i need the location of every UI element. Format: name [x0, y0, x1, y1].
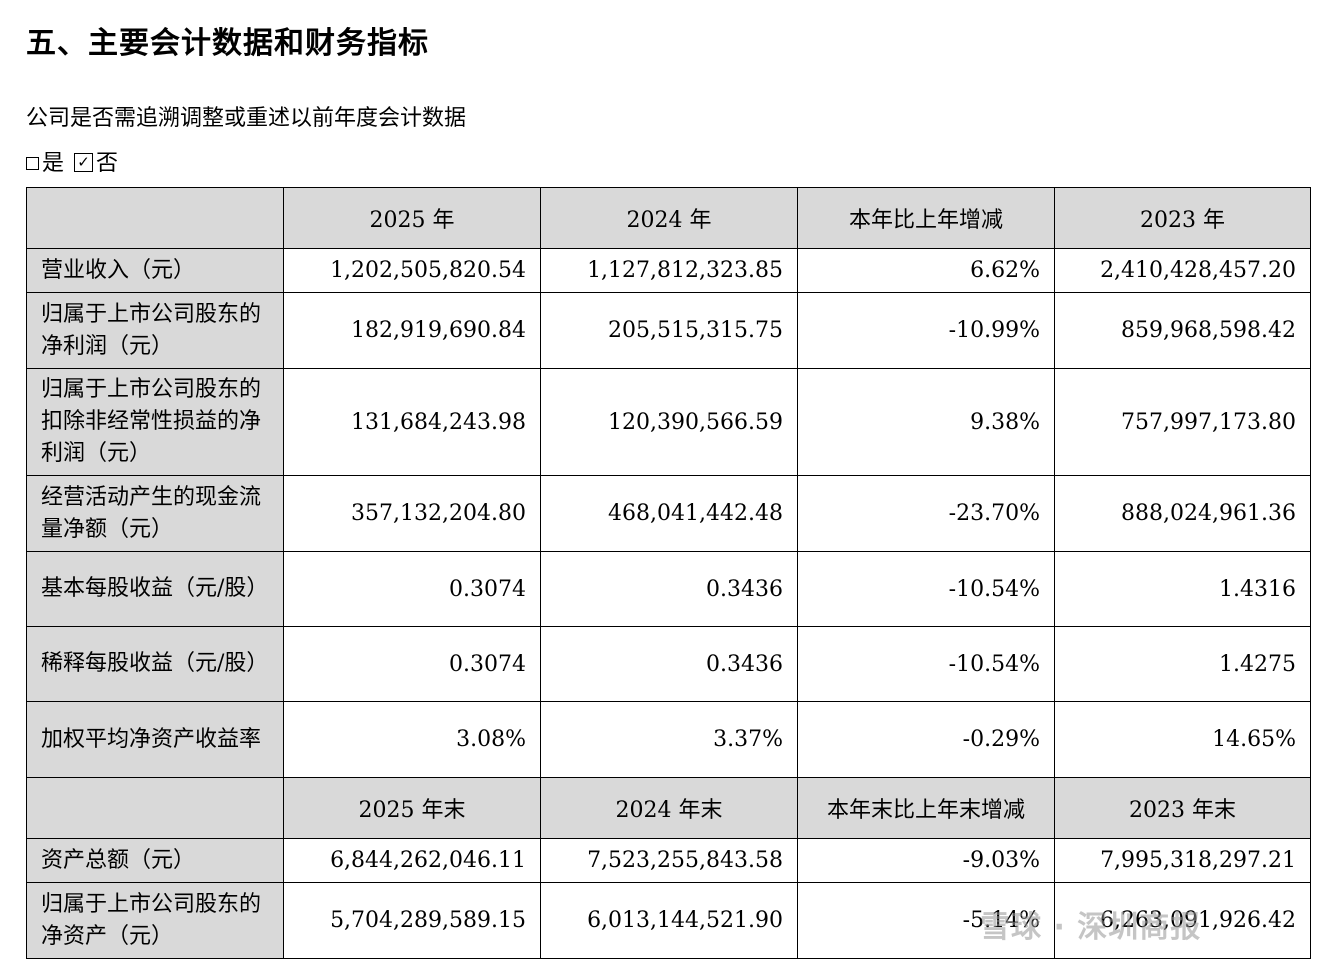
option-no-label: 否 [96, 151, 119, 176]
value-cell: 3.08% [283, 701, 541, 778]
table-row: 加权平均净资产收益率 3.08% 3.37% -0.29% 14.65% [26, 701, 1311, 778]
table-row: 资产总额（元） 6,844,262,046.11 7,523,255,843.5… [26, 838, 1311, 883]
row-label: 稀释每股收益（元/股） [26, 626, 284, 702]
option-yes-label: 是 [42, 151, 65, 176]
row-label: 归属于上市公司股东的净资产（元） [26, 882, 284, 959]
header-cell: 2023 年末 [1054, 777, 1311, 839]
value-cell: 14.65% [1054, 701, 1311, 778]
table-row: 归属于上市公司股东的净资产（元） 5,704,289,589.15 6,013,… [26, 882, 1311, 959]
header-cell: 2025 年末 [283, 777, 541, 839]
row-label: 归属于上市公司股东的净利润（元） [26, 292, 284, 369]
table-header-row: 2025 年 2024 年 本年比上年增减 2023 年 [26, 187, 1311, 249]
value-cell: -10.54% [797, 551, 1055, 627]
value-cell: 859,968,598.42 [1054, 292, 1311, 369]
header-cell: 2024 年 [540, 187, 798, 249]
restatement-choices: 是 ✓ 否 [26, 145, 118, 177]
watermark: 雪球 · 深圳商报 [980, 910, 1202, 945]
value-cell: 0.3074 [283, 551, 541, 627]
header-corner-cell [26, 777, 284, 839]
row-label: 基本每股收益（元/股） [26, 551, 284, 627]
header-cell: 2023 年 [1054, 187, 1311, 249]
header-cell: 2024 年末 [540, 777, 798, 839]
value-cell: 120,390,566.59 [540, 368, 798, 476]
table-row: 归属于上市公司股东的扣除非经常性损益的净利润（元） 131,684,243.98… [26, 368, 1311, 476]
unchecked-box-icon [26, 156, 39, 170]
header-cell: 2025 年 [283, 187, 541, 249]
value-cell: -10.54% [797, 626, 1055, 702]
value-cell: 6,844,262,046.11 [283, 838, 541, 883]
value-cell: 6.62% [797, 248, 1055, 293]
value-cell: 468,041,442.48 [540, 475, 798, 552]
table-row: 营业收入（元） 1,202,505,820.54 1,127,812,323.8… [26, 248, 1311, 293]
row-label: 营业收入（元） [26, 248, 284, 293]
table-row: 基本每股收益（元/股） 0.3074 0.3436 -10.54% 1.4316 [26, 551, 1311, 627]
row-label: 加权平均净资产收益率 [26, 701, 284, 778]
value-cell: 5,704,289,589.15 [283, 882, 541, 959]
restatement-question: 公司是否需追溯调整或重述以前年度会计数据 [26, 106, 467, 131]
value-cell: 1.4316 [1054, 551, 1311, 627]
row-label: 经营活动产生的现金流量净额（元） [26, 475, 284, 552]
row-label: 资产总额（元） [26, 838, 284, 883]
value-cell: 357,132,204.80 [283, 475, 541, 552]
value-cell: 0.3436 [540, 626, 798, 702]
section-title: 五、主要会计数据和财务指标 [26, 26, 429, 61]
table-header-row: 2025 年末 2024 年末 本年末比上年末增减 2023 年末 [26, 777, 1311, 839]
value-cell: 1,127,812,323.85 [540, 248, 798, 293]
row-label: 归属于上市公司股东的扣除非经常性损益的净利润（元） [26, 368, 284, 476]
checked-box-icon: ✓ [74, 152, 94, 172]
value-cell: 2,410,428,457.20 [1054, 248, 1311, 293]
value-cell: 888,024,961.36 [1054, 475, 1311, 552]
value-cell: 131,684,243.98 [283, 368, 541, 476]
value-cell: 0.3436 [540, 551, 798, 627]
value-cell: 9.38% [797, 368, 1055, 476]
value-cell: 0.3074 [283, 626, 541, 702]
value-cell: -9.03% [797, 838, 1055, 883]
value-cell: 7,995,318,297.21 [1054, 838, 1311, 883]
value-cell: 182,919,690.84 [283, 292, 541, 369]
value-cell: 6,263,091,926.42 [1054, 882, 1311, 959]
header-cell: 本年比上年增减 [797, 187, 1055, 249]
value-cell: -10.99% [797, 292, 1055, 369]
value-cell: 1.4275 [1054, 626, 1311, 702]
value-cell: 7,523,255,843.58 [540, 838, 798, 883]
financial-data-table: 2025 年 2024 年 本年比上年增减 2023 年 营业收入（元） 1,2… [26, 187, 1311, 959]
value-cell: 205,515,315.75 [540, 292, 798, 369]
value-cell: 757,997,173.80 [1054, 368, 1311, 476]
table-row: 经营活动产生的现金流量净额（元） 357,132,204.80 468,041,… [26, 475, 1311, 552]
header-corner-cell [26, 187, 284, 249]
value-cell: 1,202,505,820.54 [283, 248, 541, 293]
table-row: 稀释每股收益（元/股） 0.3074 0.3436 -10.54% 1.4275 [26, 626, 1311, 702]
value-cell: -23.70% [797, 475, 1055, 552]
value-cell: 3.37% [540, 701, 798, 778]
table-row: 归属于上市公司股东的净利润（元） 182,919,690.84 205,515,… [26, 292, 1311, 369]
value-cell: -0.29% [797, 701, 1055, 778]
header-cell: 本年末比上年末增减 [797, 777, 1055, 839]
value-cell: -5.14% [797, 882, 1055, 959]
value-cell: 6,013,144,521.90 [540, 882, 798, 959]
